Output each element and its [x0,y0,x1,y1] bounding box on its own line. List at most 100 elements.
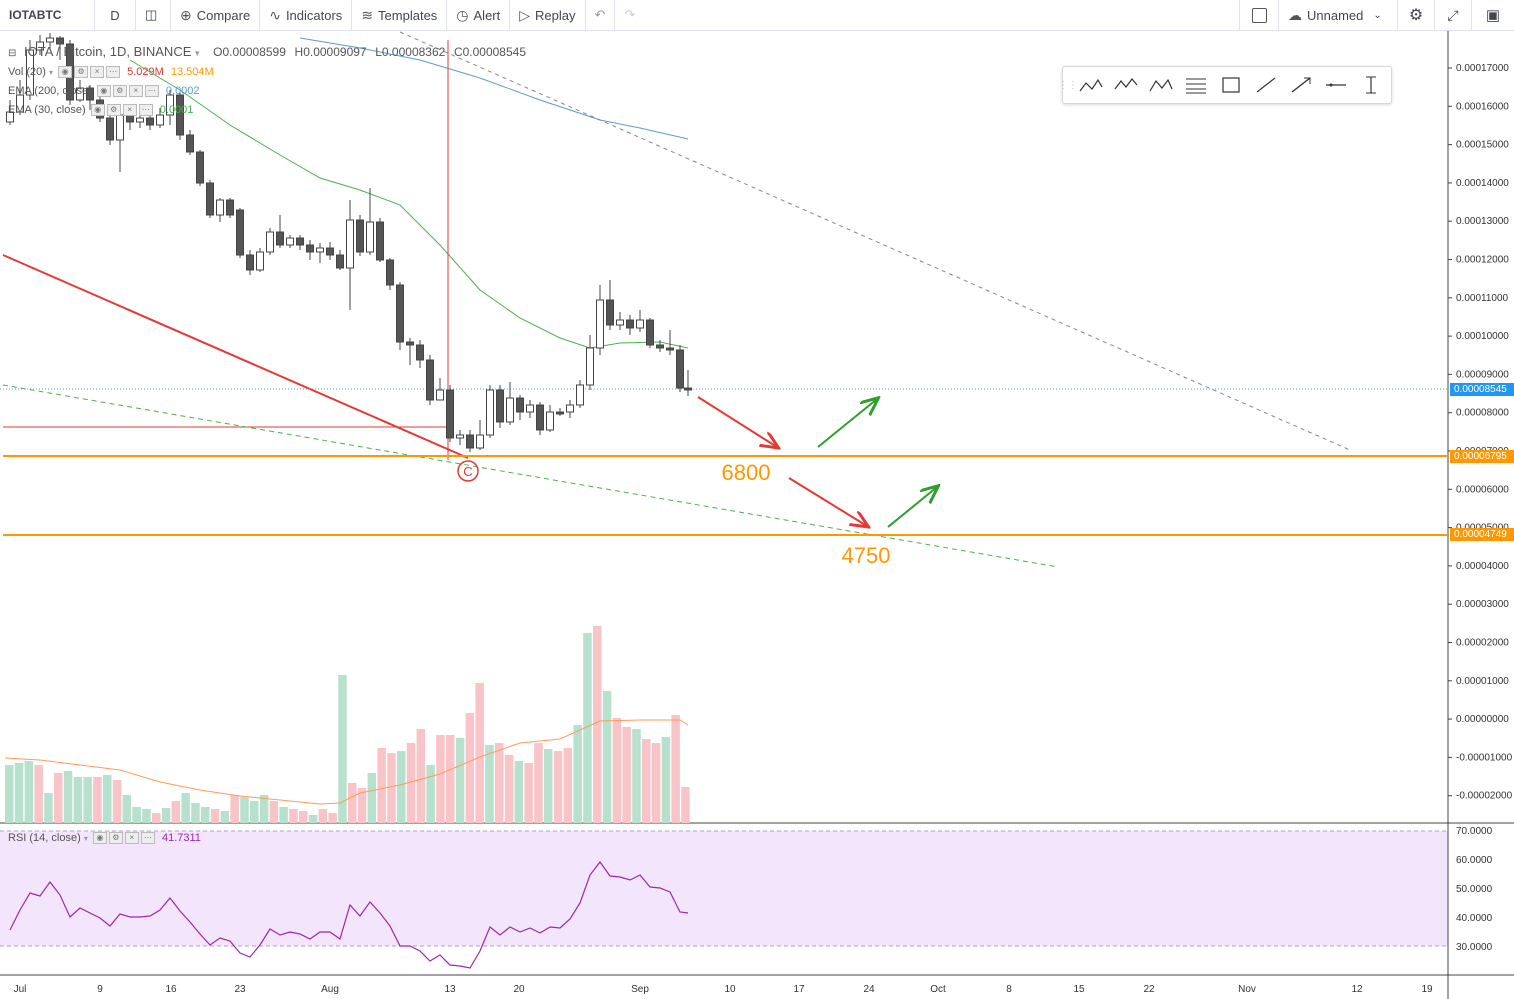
candle-body [136,117,144,123]
gear-icon[interactable]: ⚙ [108,832,123,845]
volume-bar [583,633,592,823]
fib-retracement-tool[interactable] [1178,67,1213,103]
abcd-pattern-tool[interactable] [1073,67,1108,103]
candle-body [576,384,584,406]
gear-icon[interactable]: ⚙ [74,66,89,79]
ac-pattern-tool[interactable] [1143,67,1178,103]
interval-button[interactable]: D [95,0,136,30]
candle-body [666,347,674,351]
volume-bar [103,775,112,823]
indicators-button[interactable]: ∿ Indicators [260,0,353,30]
volume-bar [455,738,465,823]
horizontal-lines-icon [1185,78,1206,94]
volume-bar [573,725,582,823]
candle-body [556,411,564,415]
volume-bar [210,809,220,823]
chevron-down-icon: ▾ [83,834,88,843]
candle-body [566,404,574,413]
candle-body [646,319,654,346]
arrow-up-1 [817,399,877,448]
candle-body [386,259,394,286]
eye-icon[interactable]: ◉ [90,104,105,117]
volume-bar [122,795,132,823]
drag-handle-icon[interactable]: ⋮⋮ [1058,79,1078,91]
alert-button[interactable]: ◷ Alert [447,0,511,30]
trend-line-tool[interactable] [1248,67,1283,103]
volume-legend[interactable]: Vol (20) ▾ ◉ ⚙ × ⋯ 5.029M 13.504M [8,66,214,79]
time-axis-label: 17 [793,984,805,995]
chart-style-button[interactable]: ◫ [136,0,171,30]
ema200-line [299,37,689,140]
collapse-icon[interactable]: ⊟ [8,48,17,59]
arrow-down-1 [697,396,777,447]
candle-body [256,251,264,271]
volume-bar [220,811,230,823]
horizontal-ray-tool[interactable] [1318,67,1353,103]
price-axis-label: 0.00014000 [1456,178,1509,189]
volume-bar [622,727,631,823]
grey-dashed-trendline [399,31,1351,451]
time-axis-label: 16 [165,984,177,995]
volume-bar [632,729,641,823]
price-axis-label: 0.00013000 [1456,216,1509,227]
snapshot-button[interactable]: ▣ [1471,0,1514,30]
close-icon[interactable]: × [128,85,143,98]
close-icon[interactable]: × [124,832,139,845]
close-icon[interactable]: × [90,66,105,79]
volume-bar [308,815,318,823]
more-icon[interactable]: ⋯ [140,832,155,845]
volume-bar [34,765,43,823]
eye-icon[interactable]: ◉ [58,66,73,79]
eye-icon[interactable]: ◉ [92,832,107,845]
rectangle-icon [1221,77,1240,93]
layout-menu-button[interactable]: ☁ Unnamed ⌄ [1278,0,1397,30]
candle-body [316,247,324,253]
candle-body [76,87,84,101]
close-icon[interactable]: × [122,104,137,117]
candle-body [526,404,534,413]
ema30-legend[interactable]: EMA (30, close) ◉ ⚙ × ⋯ 0.0001 [8,104,193,117]
plus-circle-icon: ⊕ [180,6,192,23]
price-axis-label: 0.00004000 [1456,561,1509,572]
gear-icon[interactable]: ⚙ [106,104,121,117]
price-axis-label: 0.00001000 [1456,676,1509,687]
chevron-down-icon[interactable]: ▾ [195,48,200,58]
time-axis: Jul 9 16 23 Aug 13 20 Sep 10 17 24 Oct 8 15 22 Nov 12 19 [14,984,1433,995]
vertical-line-tool[interactable] [1353,67,1388,103]
more-icon[interactable]: ⋯ [106,66,121,79]
gear-icon[interactable]: ⚙ [112,85,127,98]
eye-icon[interactable]: ◉ [96,85,111,98]
volume-bar [544,749,553,823]
redo-button[interactable]: ↷ [615,0,644,30]
time-axis-label: 19 [1421,984,1433,995]
arrow-tool[interactable] [1283,67,1318,103]
replay-label: Replay [535,7,576,23]
undo-icon: ↶ [594,7,606,22]
more-icon[interactable]: ⋯ [144,85,159,98]
time-axis-label: Oct [930,984,946,995]
templates-button[interactable]: ≋ Templates [352,0,448,30]
ohlc-low: L0.00008362 [375,45,446,59]
volume-bar [93,777,102,823]
fullscreen-button[interactable] [1239,0,1278,30]
rectangle-tool[interactable] [1213,67,1248,103]
time-axis-label: 15 [1073,984,1085,995]
compare-button[interactable]: ⊕ Compare [171,0,261,30]
rsi-legend[interactable]: RSI (14, close) ▾ ◉ ⚙ × ⋯ 41.7311 [8,832,201,845]
volume-bar [553,751,563,823]
ema200-legend[interactable]: EMA (200, close) ◉ ⚙ × ⋯ 0.0002 [8,85,200,98]
replay-button[interactable]: ▷ Replay [510,0,586,30]
volume-bar [651,743,661,823]
settings-button[interactable]: ⚙ [1397,0,1434,30]
cloud-icon: ☁ [1288,6,1302,23]
expand-button[interactable]: ⤢ [1434,0,1471,30]
time-axis-label: 22 [1143,984,1155,995]
candle-body [676,349,684,389]
volume-bar [426,765,435,823]
ae-pattern-tool[interactable] [1108,67,1143,103]
more-icon[interactable]: ⋯ [138,104,153,117]
volume-bar [73,777,83,823]
undo-button[interactable]: ↶ [586,0,616,30]
symbol-search[interactable]: IOTABTC [0,0,95,30]
